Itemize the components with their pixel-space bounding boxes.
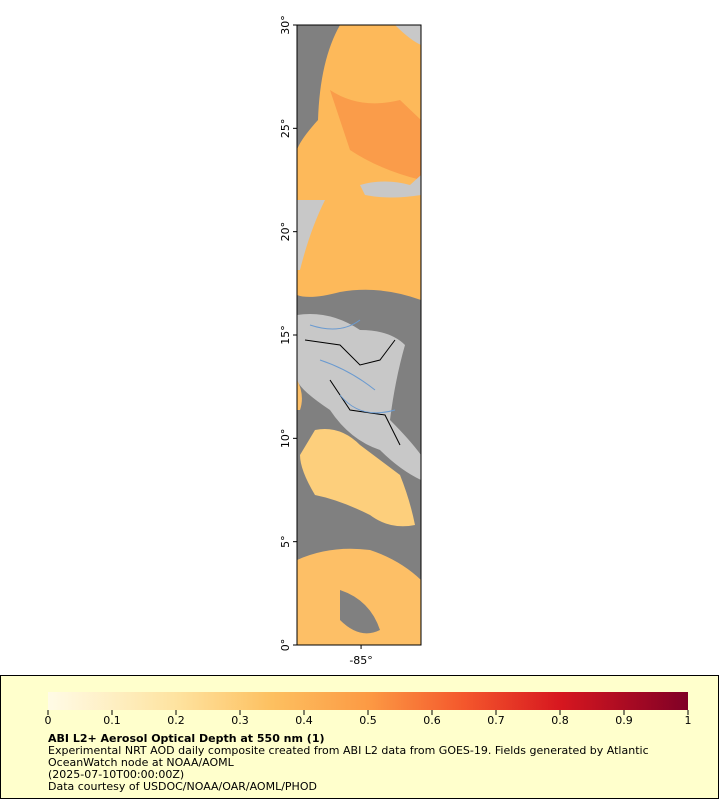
colorbar-tick-label: 0.2: [167, 714, 185, 727]
colorbar: [48, 692, 688, 710]
legend-line: OceanWatch node at NOAA/AOML: [48, 756, 235, 769]
land: [395, 25, 421, 45]
legend-line: Data courtesy of USDOC/NOAA/OAR/AOML/PHO…: [48, 780, 317, 793]
colorbar-tick-label: 0.1: [103, 714, 121, 727]
lat-tick-label: 5°: [279, 535, 292, 548]
no-data: [297, 25, 340, 150]
colorbar-tick-label: 0.8: [551, 714, 569, 727]
land: [360, 175, 421, 198]
colorbar-tick-label: 0.3: [231, 714, 249, 727]
aod-field: [300, 429, 415, 527]
aod-field: [330, 90, 421, 180]
legend-line: Experimental NRT AOD daily composite cre…: [48, 744, 649, 757]
map-area: [297, 25, 421, 645]
colorbar-tick-label: 0.7: [487, 714, 505, 727]
legend-line: (2025-07-10T00:00:00Z): [48, 768, 184, 781]
lon-tick-label: -85°: [349, 654, 372, 667]
lat-tick-label: 10°: [279, 429, 292, 449]
lat-tick-label: 0°: [279, 639, 292, 652]
colorbar-tick-label: 0.4: [295, 714, 313, 727]
colorbar-tick-label: 0: [45, 714, 52, 727]
lat-tick-label: 30°: [279, 15, 292, 35]
no-data: [340, 590, 380, 634]
colorbar-tick-label: 1: [685, 714, 692, 727]
lat-tick-label: 15°: [279, 325, 292, 345]
legend-title: ABI L2+ Aerosol Optical Depth at 550 nm …: [48, 732, 325, 745]
colorbar-tick-label: 0.9: [615, 714, 633, 727]
colorbar-tick-label: 0.6: [423, 714, 441, 727]
aod-field: [297, 380, 302, 410]
land: [297, 314, 421, 480]
lat-tick-label: 25°: [279, 119, 292, 139]
aod-field: [297, 25, 421, 300]
colorbar-tick-label: 0.5: [359, 714, 377, 727]
lat-tick-label: 20°: [279, 222, 292, 242]
aod-field: [297, 548, 421, 645]
river: [309, 319, 396, 414]
land: [297, 200, 325, 270]
